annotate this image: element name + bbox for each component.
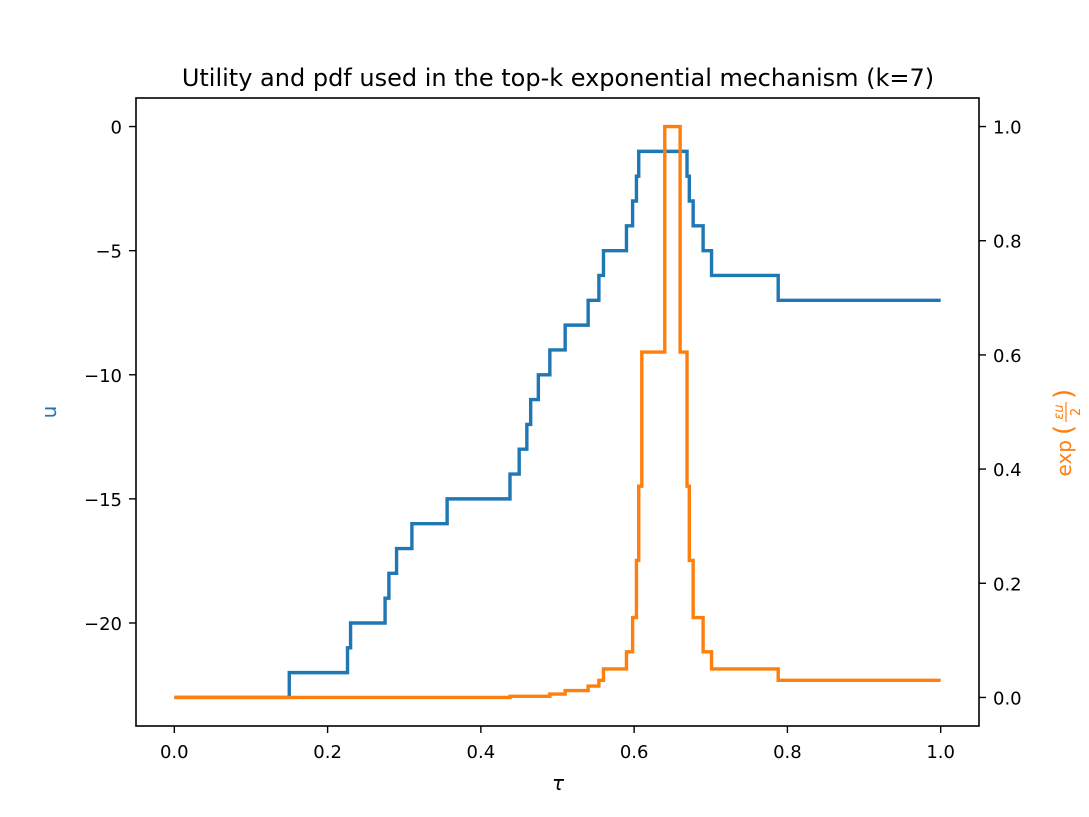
y-axis-right-label: exp ( εu 2 ): [1049, 389, 1084, 477]
x-tick-label: 0.6: [620, 742, 649, 763]
y-right-tick-label: 0.6: [993, 346, 1022, 367]
x-tick-label: 0.8: [773, 742, 802, 763]
y-right-tick-label: 0.4: [993, 460, 1022, 481]
y-left-tick-label: −15: [84, 490, 122, 511]
x-tick-label: 0.4: [467, 742, 496, 763]
plot-frame: [135, 97, 980, 727]
y-right-tick-label: 0.8: [993, 232, 1022, 253]
x-tick-label: 1.0: [926, 742, 955, 763]
series-line-pdf: [174, 124, 941, 700]
y-left-tick-label: −5: [95, 242, 122, 263]
x-axis-label: τ: [552, 771, 565, 795]
y-left-tick-label: −20: [84, 614, 122, 635]
y-left-tick-label: 0: [111, 118, 122, 139]
y-axis-right-label-numerator: εu: [1052, 404, 1067, 419]
chart-title: Utility and pdf used in the top-k expone…: [182, 64, 934, 92]
y-axis-right-label-denominator: 2: [1069, 408, 1084, 416]
y-right-tick-label: 0.2: [993, 574, 1022, 595]
y-axis-right-label-open-paren: (: [1049, 425, 1079, 435]
y-axis-right-label-prefix: exp: [1052, 440, 1076, 476]
y-left-tick-label: −10: [84, 366, 122, 387]
y-axis-right-label-close-paren: ): [1049, 389, 1079, 399]
series-layer: [174, 124, 941, 700]
y-axis-left-label: u: [37, 406, 61, 419]
y-right-tick-label: 0.0: [993, 688, 1022, 709]
series-line-u: [174, 149, 941, 700]
y-right-tick-label: 1.0: [993, 118, 1022, 139]
ticks-layer: 0.0 0.2 0.4 0.6 0.8 1.0 0 −5 −10 −15 −20 0.0 0.2 0.4 0…: [84, 118, 1022, 763]
x-tick-label: 0.2: [313, 742, 342, 763]
x-tick-label: 0.0: [160, 742, 189, 763]
